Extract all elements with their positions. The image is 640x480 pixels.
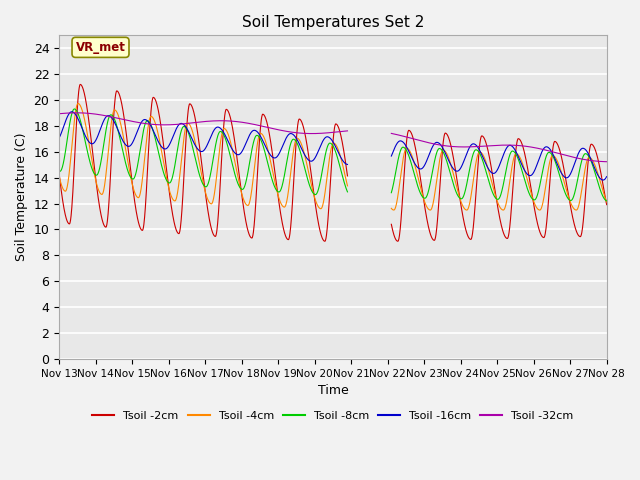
Tsoil -16cm [570,163,577,169]
Title: Soil Temperatures Set 2: Soil Temperatures Set 2 [242,15,424,30]
Text: VR_met: VR_met [76,41,125,54]
Tsoil -16cm [555,164,563,170]
Tsoil -32cm [603,159,611,165]
Tsoil -4cm [603,199,611,204]
Tsoil -4cm [55,173,63,179]
X-axis label: Time: Time [317,384,348,397]
Tsoil -8cm [55,168,63,174]
Tsoil -8cm [492,196,500,202]
Tsoil -2cm [555,144,563,149]
Tsoil -8cm [208,164,216,170]
Y-axis label: Soil Temperature (C): Soil Temperature (C) [15,133,28,262]
Tsoil -32cm [492,143,500,148]
Tsoil -16cm [55,135,63,141]
Tsoil -2cm [570,219,577,225]
Tsoil -16cm [492,169,500,175]
Tsoil -4cm [208,201,216,206]
Tsoil -16cm [603,174,611,180]
Line: Tsoil -8cm: Tsoil -8cm [59,109,607,201]
Tsoil -32cm [55,111,63,117]
Tsoil -8cm [603,198,611,204]
Tsoil -2cm [492,194,500,200]
Tsoil -4cm [492,195,500,201]
Tsoil -8cm [555,168,563,174]
Tsoil -32cm [555,151,563,156]
Line: Tsoil -2cm: Tsoil -2cm [59,84,607,241]
Tsoil -2cm [55,171,63,177]
Tsoil -4cm [570,205,577,211]
Line: Tsoil -4cm: Tsoil -4cm [59,103,607,210]
Tsoil -32cm [208,118,216,124]
Tsoil -16cm [208,132,216,137]
Tsoil -4cm [555,161,563,167]
Tsoil -2cm [208,228,216,233]
Tsoil -8cm [570,193,577,199]
Line: Tsoil -32cm: Tsoil -32cm [59,113,607,162]
Line: Tsoil -16cm: Tsoil -16cm [59,112,607,180]
Tsoil -2cm [603,202,611,207]
Tsoil -32cm [570,155,577,160]
Legend: Tsoil -2cm, Tsoil -4cm, Tsoil -8cm, Tsoil -16cm, Tsoil -32cm: Tsoil -2cm, Tsoil -4cm, Tsoil -8cm, Tsoi… [88,407,578,425]
